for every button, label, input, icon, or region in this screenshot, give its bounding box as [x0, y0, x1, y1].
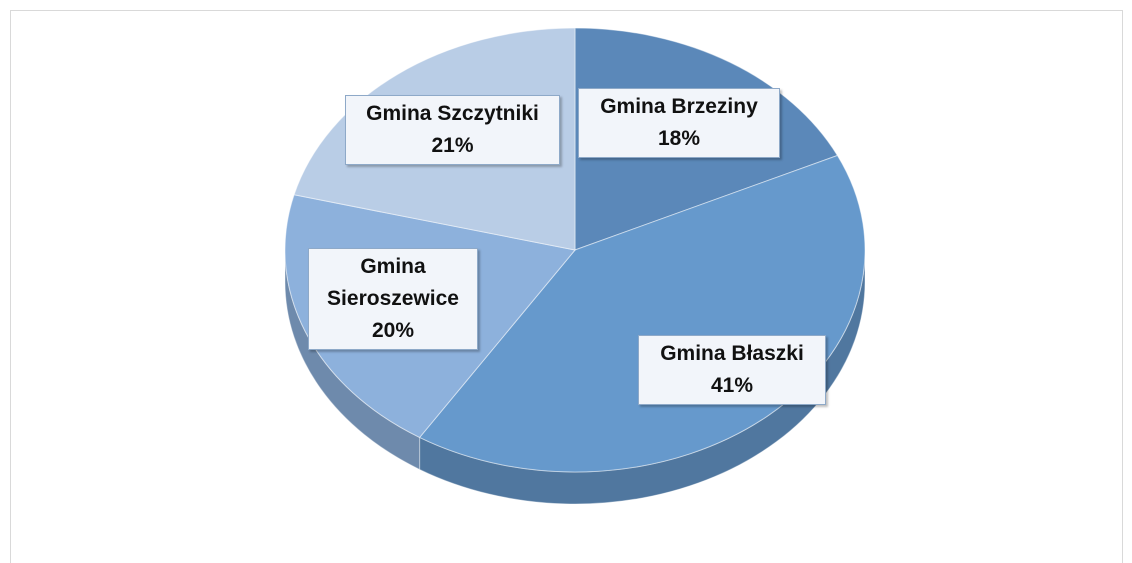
- label-value: 41%: [710, 374, 754, 397]
- label-value: 18%: [657, 127, 701, 150]
- label-name: Gmina Brzeziny: [600, 95, 758, 118]
- label-value: 20%: [371, 319, 415, 342]
- data-label: Gmina Szczytniki 21%: [345, 95, 560, 165]
- label-name: Gmina Sieroszewice: [327, 255, 459, 310]
- label-name: Gmina Błaszki: [660, 342, 804, 365]
- data-label: Gmina Brzeziny 18%: [578, 88, 780, 158]
- label-name: Gmina Szczytniki: [366, 102, 539, 125]
- data-label: Gmina Sieroszewice 20%: [308, 248, 478, 350]
- chart-frame: [10, 10, 1123, 563]
- data-label: Gmina Błaszki 41%: [638, 335, 826, 405]
- label-value: 21%: [431, 134, 474, 157]
